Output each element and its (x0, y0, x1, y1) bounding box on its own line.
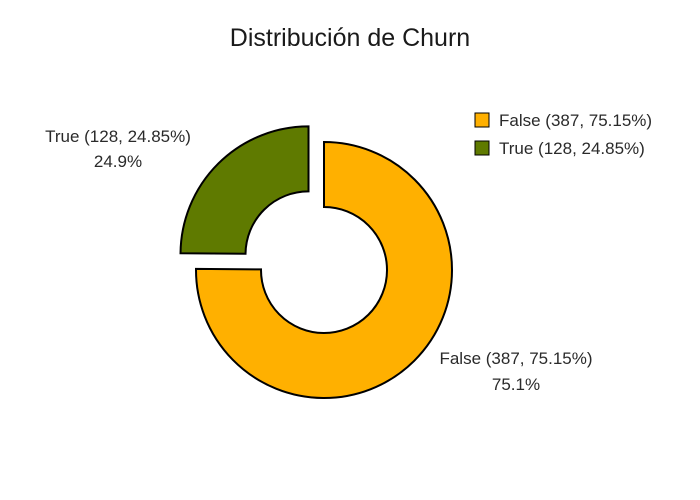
slice-label-true-name: True (128, 24.85%) (45, 127, 191, 146)
slice-label-true-percent: 24.9% (94, 152, 142, 171)
legend-swatch-false (474, 112, 490, 128)
legend-label-false: False (387, 75.15%) (499, 111, 652, 130)
chart-title: Distribución de Churn (230, 24, 470, 52)
donut-slices (179, 125, 453, 399)
slice-label-false-percent: 75.1% (492, 375, 540, 394)
chart-legend: False (387, 75.15%) True (128, 24.85%) (474, 111, 652, 158)
donut-slice-false[interactable] (195, 140, 453, 399)
legend-swatch-true (474, 140, 490, 156)
legend-label-true: True (128, 24.85%) (499, 139, 645, 158)
legend-item-true[interactable]: True (128, 24.85%) (474, 139, 645, 158)
legend-item-false[interactable]: False (387, 75.15%) (474, 111, 652, 130)
donut-slice-true[interactable] (179, 125, 310, 255)
slice-label-false-name: False (387, 75.15%) (439, 349, 592, 368)
